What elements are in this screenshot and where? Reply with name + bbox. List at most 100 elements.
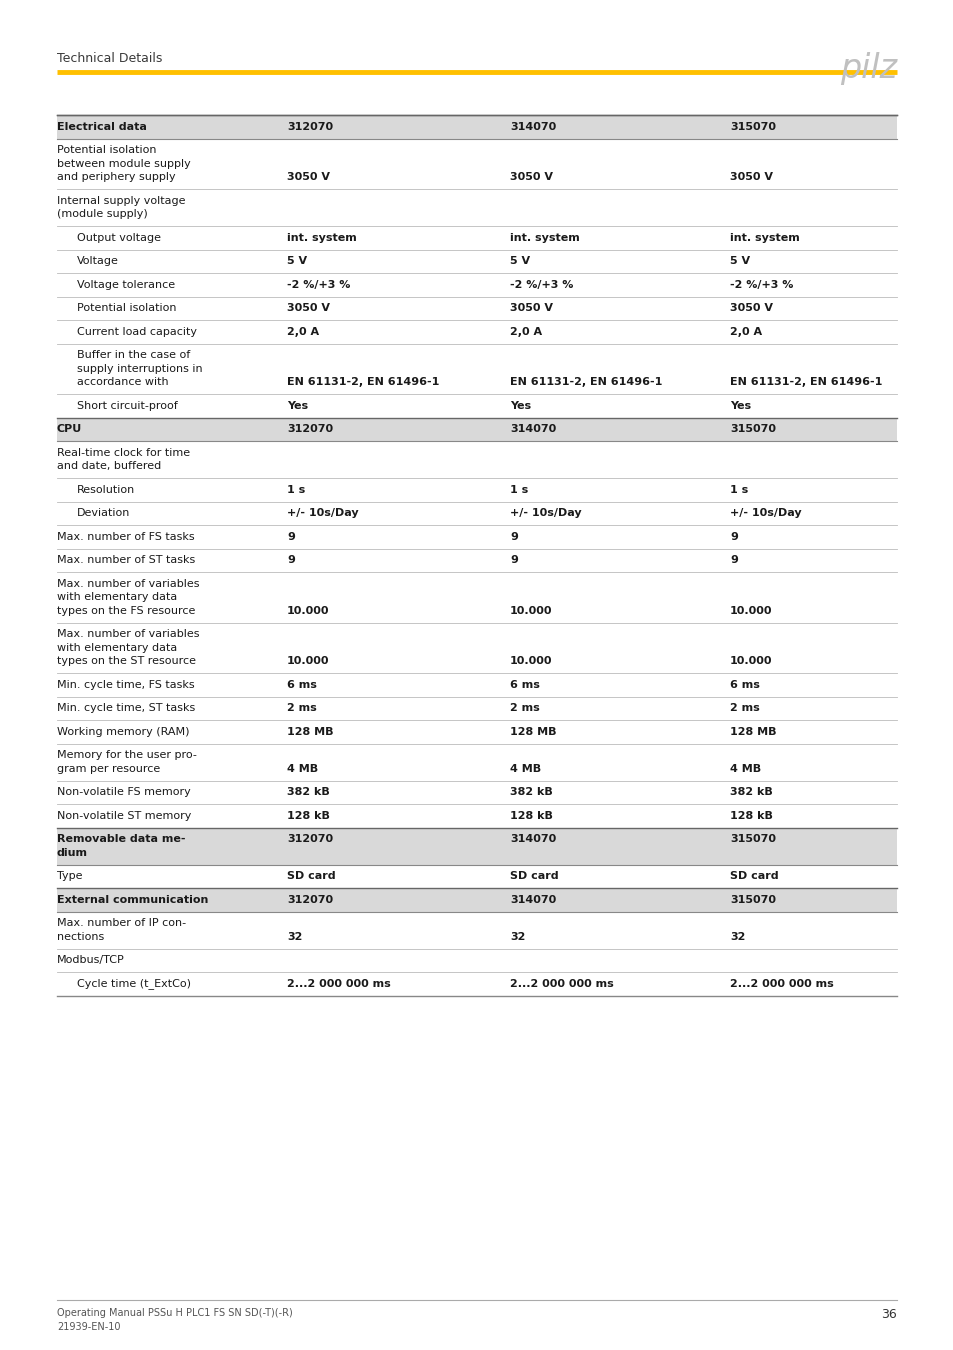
- Text: 10.000: 10.000: [510, 656, 552, 667]
- Text: gram per resource: gram per resource: [57, 764, 160, 774]
- Text: 312070: 312070: [287, 122, 333, 132]
- Text: 32: 32: [729, 931, 744, 942]
- Text: int. system: int. system: [729, 232, 799, 243]
- Text: types on the FS resource: types on the FS resource: [57, 606, 195, 616]
- Text: External communication: External communication: [57, 895, 208, 905]
- Text: int. system: int. system: [510, 232, 579, 243]
- Text: Max. number of FS tasks: Max. number of FS tasks: [57, 532, 194, 541]
- Text: Yes: Yes: [729, 401, 750, 410]
- Text: Yes: Yes: [287, 401, 308, 410]
- Text: 382 kB: 382 kB: [729, 787, 772, 798]
- Text: 128 MB: 128 MB: [510, 726, 556, 737]
- Text: 3050 V: 3050 V: [287, 304, 330, 313]
- Text: 5 V: 5 V: [287, 256, 307, 266]
- Text: Deviation: Deviation: [77, 508, 131, 518]
- Text: 1 s: 1 s: [287, 485, 305, 494]
- Text: 2 ms: 2 ms: [729, 703, 759, 713]
- FancyBboxPatch shape: [57, 115, 896, 139]
- Text: (module supply): (module supply): [57, 209, 148, 219]
- Text: -2 %/+3 %: -2 %/+3 %: [287, 279, 350, 290]
- Text: dium: dium: [57, 848, 88, 857]
- Text: Potential isolation: Potential isolation: [57, 146, 156, 155]
- Text: 2...2 000 000 ms: 2...2 000 000 ms: [287, 979, 391, 988]
- Text: Min. cycle time, FS tasks: Min. cycle time, FS tasks: [57, 680, 194, 690]
- Text: Yes: Yes: [510, 401, 531, 410]
- Text: EN 61131-2, EN 61496-1: EN 61131-2, EN 61496-1: [287, 377, 439, 387]
- Text: 9: 9: [729, 532, 737, 541]
- Text: 128 kB: 128 kB: [510, 811, 553, 821]
- Text: 3050 V: 3050 V: [510, 304, 553, 313]
- Text: 128 MB: 128 MB: [729, 726, 776, 737]
- Text: Working memory (RAM): Working memory (RAM): [57, 726, 190, 737]
- Text: 32: 32: [287, 931, 302, 942]
- Text: Current load capacity: Current load capacity: [77, 327, 196, 336]
- Text: pilz: pilz: [839, 53, 896, 85]
- Text: 128 kB: 128 kB: [287, 811, 330, 821]
- Text: 3050 V: 3050 V: [729, 173, 772, 182]
- Text: Memory for the user pro-: Memory for the user pro-: [57, 751, 196, 760]
- Text: 10.000: 10.000: [729, 606, 772, 616]
- Text: with elementary data: with elementary data: [57, 593, 177, 602]
- Text: int. system: int. system: [287, 232, 356, 243]
- Text: Voltage tolerance: Voltage tolerance: [77, 279, 175, 290]
- Text: 2...2 000 000 ms: 2...2 000 000 ms: [729, 979, 833, 988]
- Text: Technical Details: Technical Details: [57, 53, 162, 65]
- Text: 36: 36: [881, 1308, 896, 1322]
- Text: Potential isolation: Potential isolation: [77, 304, 176, 313]
- Text: 4 MB: 4 MB: [287, 764, 317, 774]
- Text: Output voltage: Output voltage: [77, 232, 161, 243]
- Text: 9: 9: [729, 555, 737, 566]
- Text: CPU: CPU: [57, 424, 82, 435]
- Text: 315070: 315070: [729, 122, 775, 132]
- Text: 6 ms: 6 ms: [287, 680, 316, 690]
- Text: 5 V: 5 V: [729, 256, 749, 266]
- Text: 382 kB: 382 kB: [510, 787, 552, 798]
- Text: 32: 32: [510, 931, 525, 942]
- Text: Modbus/TCP: Modbus/TCP: [57, 956, 125, 965]
- FancyBboxPatch shape: [57, 888, 896, 911]
- Text: SD card: SD card: [729, 871, 778, 882]
- Text: 10.000: 10.000: [287, 606, 329, 616]
- Text: supply interruptions in: supply interruptions in: [77, 363, 202, 374]
- Text: 128 MB: 128 MB: [287, 726, 334, 737]
- Text: types on the ST resource: types on the ST resource: [57, 656, 195, 667]
- Text: Resolution: Resolution: [77, 485, 135, 494]
- Text: Max. number of variables: Max. number of variables: [57, 579, 199, 589]
- Text: 315070: 315070: [729, 895, 775, 905]
- Text: 9: 9: [510, 532, 517, 541]
- Text: 312070: 312070: [287, 895, 333, 905]
- Text: Non-volatile FS memory: Non-volatile FS memory: [57, 787, 191, 798]
- Text: SD card: SD card: [510, 871, 558, 882]
- Text: 314070: 314070: [510, 895, 556, 905]
- Text: 315070: 315070: [729, 834, 775, 844]
- Text: Electrical data: Electrical data: [57, 122, 147, 132]
- Text: with elementary data: with elementary data: [57, 643, 177, 653]
- Text: 314070: 314070: [510, 122, 556, 132]
- Text: 312070: 312070: [287, 834, 333, 844]
- Text: 312070: 312070: [287, 424, 333, 435]
- Text: Voltage: Voltage: [77, 256, 119, 266]
- Text: 3050 V: 3050 V: [729, 304, 772, 313]
- Text: 314070: 314070: [510, 834, 556, 844]
- Text: SD card: SD card: [287, 871, 335, 882]
- Text: -2 %/+3 %: -2 %/+3 %: [510, 279, 573, 290]
- Text: +/- 10s/Day: +/- 10s/Day: [510, 508, 581, 518]
- Text: 6 ms: 6 ms: [510, 680, 539, 690]
- Text: 315070: 315070: [729, 424, 775, 435]
- Text: Max. number of IP con-: Max. number of IP con-: [57, 918, 186, 929]
- Text: Internal supply voltage: Internal supply voltage: [57, 196, 185, 205]
- Text: 128 kB: 128 kB: [729, 811, 772, 821]
- Text: nections: nections: [57, 931, 104, 942]
- Text: 382 kB: 382 kB: [287, 787, 330, 798]
- Text: 2,0 A: 2,0 A: [729, 327, 761, 336]
- Text: Real-time clock for time: Real-time clock for time: [57, 448, 190, 458]
- Text: 6 ms: 6 ms: [729, 680, 760, 690]
- Text: Cycle time (t_ExtCo): Cycle time (t_ExtCo): [77, 979, 191, 990]
- Text: +/- 10s/Day: +/- 10s/Day: [287, 508, 358, 518]
- Text: Type: Type: [57, 871, 82, 882]
- Text: 314070: 314070: [510, 424, 556, 435]
- Text: and periphery supply: and periphery supply: [57, 173, 175, 182]
- Text: between module supply: between module supply: [57, 159, 191, 169]
- Text: 1 s: 1 s: [510, 485, 528, 494]
- Text: 9: 9: [287, 532, 294, 541]
